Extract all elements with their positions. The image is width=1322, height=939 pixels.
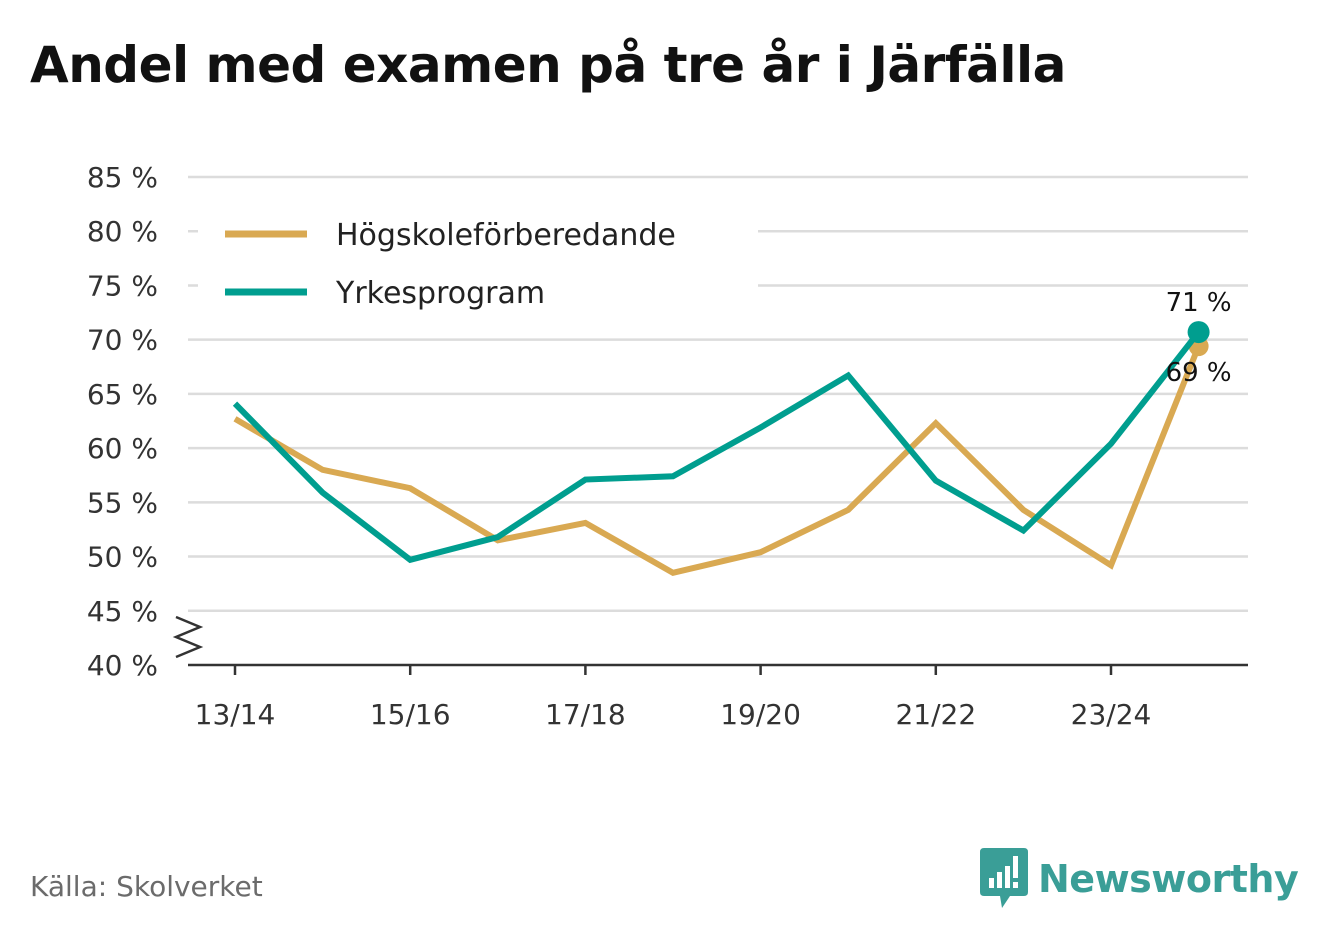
end-label-hogskoleforberedande: 69 % — [1166, 358, 1232, 388]
ytick-label: 70 % — [87, 324, 158, 357]
ytick-label: 60 % — [87, 432, 158, 465]
brand-logo[interactable]: Newsworthy — [980, 848, 1299, 910]
ytick-label: 50 % — [87, 541, 158, 574]
ytick-label: 65 % — [87, 378, 158, 411]
ytick-label: 85 % — [87, 161, 158, 194]
source-note: Källa: Skolverket — [30, 870, 263, 903]
xtick-label: 13/14 — [195, 698, 276, 731]
ytick-label: 80 % — [87, 215, 158, 248]
xtick-label: 23/24 — [1071, 698, 1152, 731]
series-end-marker — [1187, 321, 1210, 344]
x-axis-ticks: 13/14 15/16 17/18 19/20 21/22 23/24 — [195, 665, 1152, 731]
series-lines — [232, 321, 1210, 577]
legend-background — [198, 206, 758, 316]
chart-title: Andel med examen på tre år i Järfälla — [30, 36, 1066, 94]
y-axis-ticks: 40 % 45 % 50 % 55 % 60 % 65 % 70 % 75 % 80 % 85 % — [87, 161, 158, 682]
ytick-label: 45 % — [87, 595, 158, 628]
legend-label: Högskoleförberedande — [336, 218, 676, 253]
brand-name: Newsworthy — [1038, 857, 1299, 901]
x-axis — [172, 615, 1248, 667]
axis-break-icon — [172, 615, 204, 659]
legend: Högskoleförberedande Yrkesprogram — [198, 206, 758, 316]
xtick-label: 21/22 — [895, 698, 976, 731]
ytick-label: 55 % — [87, 486, 158, 519]
ytick-label: 40 % — [87, 649, 158, 682]
ytick-label: 75 % — [87, 269, 158, 302]
end-label-yrkesprogram: 71 % — [1166, 288, 1232, 318]
xtick-label: 15/16 — [370, 698, 451, 731]
xtick-label: 17/18 — [545, 698, 626, 731]
end-labels: 71 % 69 % — [1166, 288, 1232, 388]
series-line-yrkesprogram — [232, 330, 1201, 564]
legend-label: Yrkesprogram — [335, 276, 545, 311]
xtick-label: 19/20 — [720, 698, 801, 731]
newsworthy-logo-icon — [980, 848, 1028, 908]
